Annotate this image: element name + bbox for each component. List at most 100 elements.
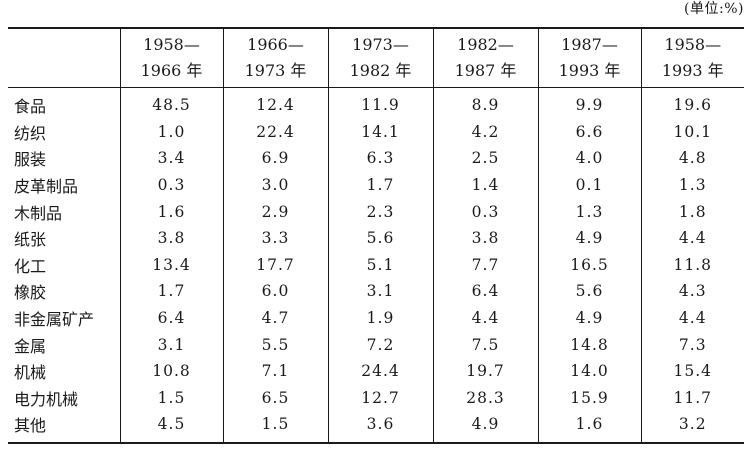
- table-row: 皮革制品 0.3 3.0 1.7 1.4 0.1 1.3: [8, 171, 744, 199]
- value-cell: 3.1: [119, 331, 223, 358]
- value-cell: 6.5: [222, 384, 328, 412]
- column-header: 1958— 1993 年: [640, 27, 744, 88]
- value-cell: 1.4: [432, 171, 538, 199]
- value-cell: 11.8: [640, 251, 744, 279]
- value-cell: 13.4: [119, 251, 223, 279]
- value-cell: 4.8: [640, 145, 744, 172]
- row-label: 服装: [14, 150, 47, 170]
- value-cell: 0.3: [432, 198, 538, 225]
- value-cell: 24.4: [327, 357, 433, 385]
- column-header: 1973— 1982 年: [327, 27, 433, 88]
- value-cell: 1.0: [119, 118, 223, 146]
- value-cell: 4.9: [537, 304, 641, 332]
- value-cell: 12.4: [222, 86, 328, 119]
- column-header: 1958— 1966 年: [119, 27, 223, 88]
- value-cell: 6.3: [327, 145, 433, 172]
- row-label: 橡胶: [14, 283, 47, 303]
- value-cell: 7.1: [222, 357, 328, 385]
- value-cell: 4.7: [222, 304, 328, 332]
- table-row: 木制品 1.6 2.9 2.3 0.3 1.3 1.8: [8, 198, 744, 225]
- column-header-start: 1987—: [561, 35, 618, 54]
- value-cell: 1.7: [119, 278, 223, 305]
- value-cell: 4.4: [640, 304, 744, 332]
- unit-note: (单位:%): [684, 1, 744, 17]
- row-label: 木制品: [14, 203, 63, 223]
- value-cell: 16.5: [537, 251, 641, 279]
- value-cell: 3.8: [432, 224, 538, 252]
- column-header-start: 1966—: [247, 35, 304, 54]
- value-cell: 6.9: [222, 145, 328, 172]
- value-cell: 1.3: [640, 171, 744, 199]
- column-header-start: 1973—: [352, 35, 409, 54]
- table-row: 纸张 3.8 3.3 5.6 3.8 4.9 4.4: [8, 224, 744, 252]
- value-cell: 4.0: [537, 145, 641, 172]
- value-cell: 2.3: [327, 198, 433, 225]
- table-row: 非金属矿产 6.4 4.7 1.9 4.4 4.9 4.4: [8, 304, 744, 332]
- column-header-start: 1982—: [457, 35, 514, 54]
- value-cell: 4.5: [119, 411, 223, 444]
- value-cell: 9.9: [537, 86, 641, 119]
- table-row: 金属 3.1 5.5 7.2 7.5 14.8 7.3: [8, 331, 744, 358]
- value-cell: 22.4: [222, 118, 328, 146]
- value-cell: 1.3: [537, 198, 641, 225]
- value-cell: 5.6: [537, 278, 641, 305]
- table-row: 机械 10.8 7.1 24.4 19.7 14.0 15.4: [8, 357, 744, 385]
- value-cell: 2.5: [432, 145, 538, 172]
- value-cell: 5.5: [222, 331, 328, 358]
- value-cell: 15.4: [640, 357, 744, 385]
- table-body: 食品 48.5 12.4 11.9 8.9 9.9 19.6 纺织 1.0 22.4 14.1 4.2…: [8, 86, 744, 444]
- value-cell: 1.5: [222, 411, 328, 444]
- value-cell: 3.0: [222, 171, 328, 199]
- value-cell: 5.6: [327, 224, 433, 252]
- column-header-start: 1958—: [143, 35, 200, 54]
- table-row: 橡胶 1.7 6.0 3.1 6.4 5.6 4.3: [8, 278, 744, 305]
- table-row: 电力机械 1.5 6.5 12.7 28.3 15.9 11.7: [8, 384, 744, 412]
- table-row: 食品 48.5 12.4 11.9 8.9 9.9 19.6: [8, 86, 744, 119]
- value-cell: 3.3: [222, 224, 328, 252]
- column-header-end: 1993 年: [558, 61, 621, 80]
- value-cell: 6.0: [222, 278, 328, 305]
- value-cell: 19.7: [432, 357, 538, 385]
- value-cell: 7.2: [327, 331, 433, 358]
- column-header: 1966— 1973 年: [222, 27, 328, 88]
- column-header: 1982— 1987 年: [432, 27, 538, 88]
- value-cell: 1.6: [537, 411, 641, 444]
- value-cell: 3.4: [119, 145, 223, 172]
- value-cell: 6.6: [537, 118, 641, 146]
- row-label: 皮革制品: [14, 177, 79, 197]
- table-row: 服装 3.4 6.9 6.3 2.5 4.0 4.8: [8, 145, 744, 172]
- column-header-end: 1982 年: [349, 61, 412, 80]
- value-cell: 48.5: [119, 86, 223, 119]
- row-label: 非金属矿产: [14, 310, 95, 330]
- value-cell: 4.4: [432, 304, 538, 332]
- value-cell: 1.9: [327, 304, 433, 332]
- value-cell: 7.5: [432, 331, 538, 358]
- value-cell: 2.9: [222, 198, 328, 225]
- row-label: 其他: [8, 411, 120, 444]
- value-cell: 4.2: [432, 118, 538, 146]
- column-header-end: 1966 年: [140, 61, 203, 80]
- value-cell: 14.8: [537, 331, 641, 358]
- value-cell: 11.7: [640, 384, 744, 412]
- value-cell: 17.7: [222, 251, 328, 279]
- row-label: 金属: [14, 336, 47, 356]
- value-cell: 6.4: [432, 278, 538, 305]
- value-cell: 11.9: [327, 86, 433, 119]
- row-label: 纺织: [14, 123, 47, 143]
- value-cell: 4.9: [432, 411, 538, 444]
- row-label: 食品: [8, 86, 120, 119]
- value-cell: 3.6: [327, 411, 433, 444]
- value-cell: 28.3: [432, 384, 538, 412]
- value-cell: 5.1: [327, 251, 433, 279]
- value-cell: 4.4: [640, 224, 744, 252]
- value-cell: 6.4: [119, 304, 223, 332]
- value-cell: 1.5: [119, 384, 223, 412]
- value-cell: 0.3: [119, 171, 223, 199]
- value-cell: 8.9: [432, 86, 538, 119]
- column-header-end: 1987 年: [454, 61, 517, 80]
- value-cell: 10.8: [119, 357, 223, 385]
- header-corner: [8, 27, 120, 88]
- value-cell: 7.3: [640, 331, 744, 358]
- row-label: 化工: [14, 256, 47, 276]
- column-header-start: 1958—: [664, 35, 722, 54]
